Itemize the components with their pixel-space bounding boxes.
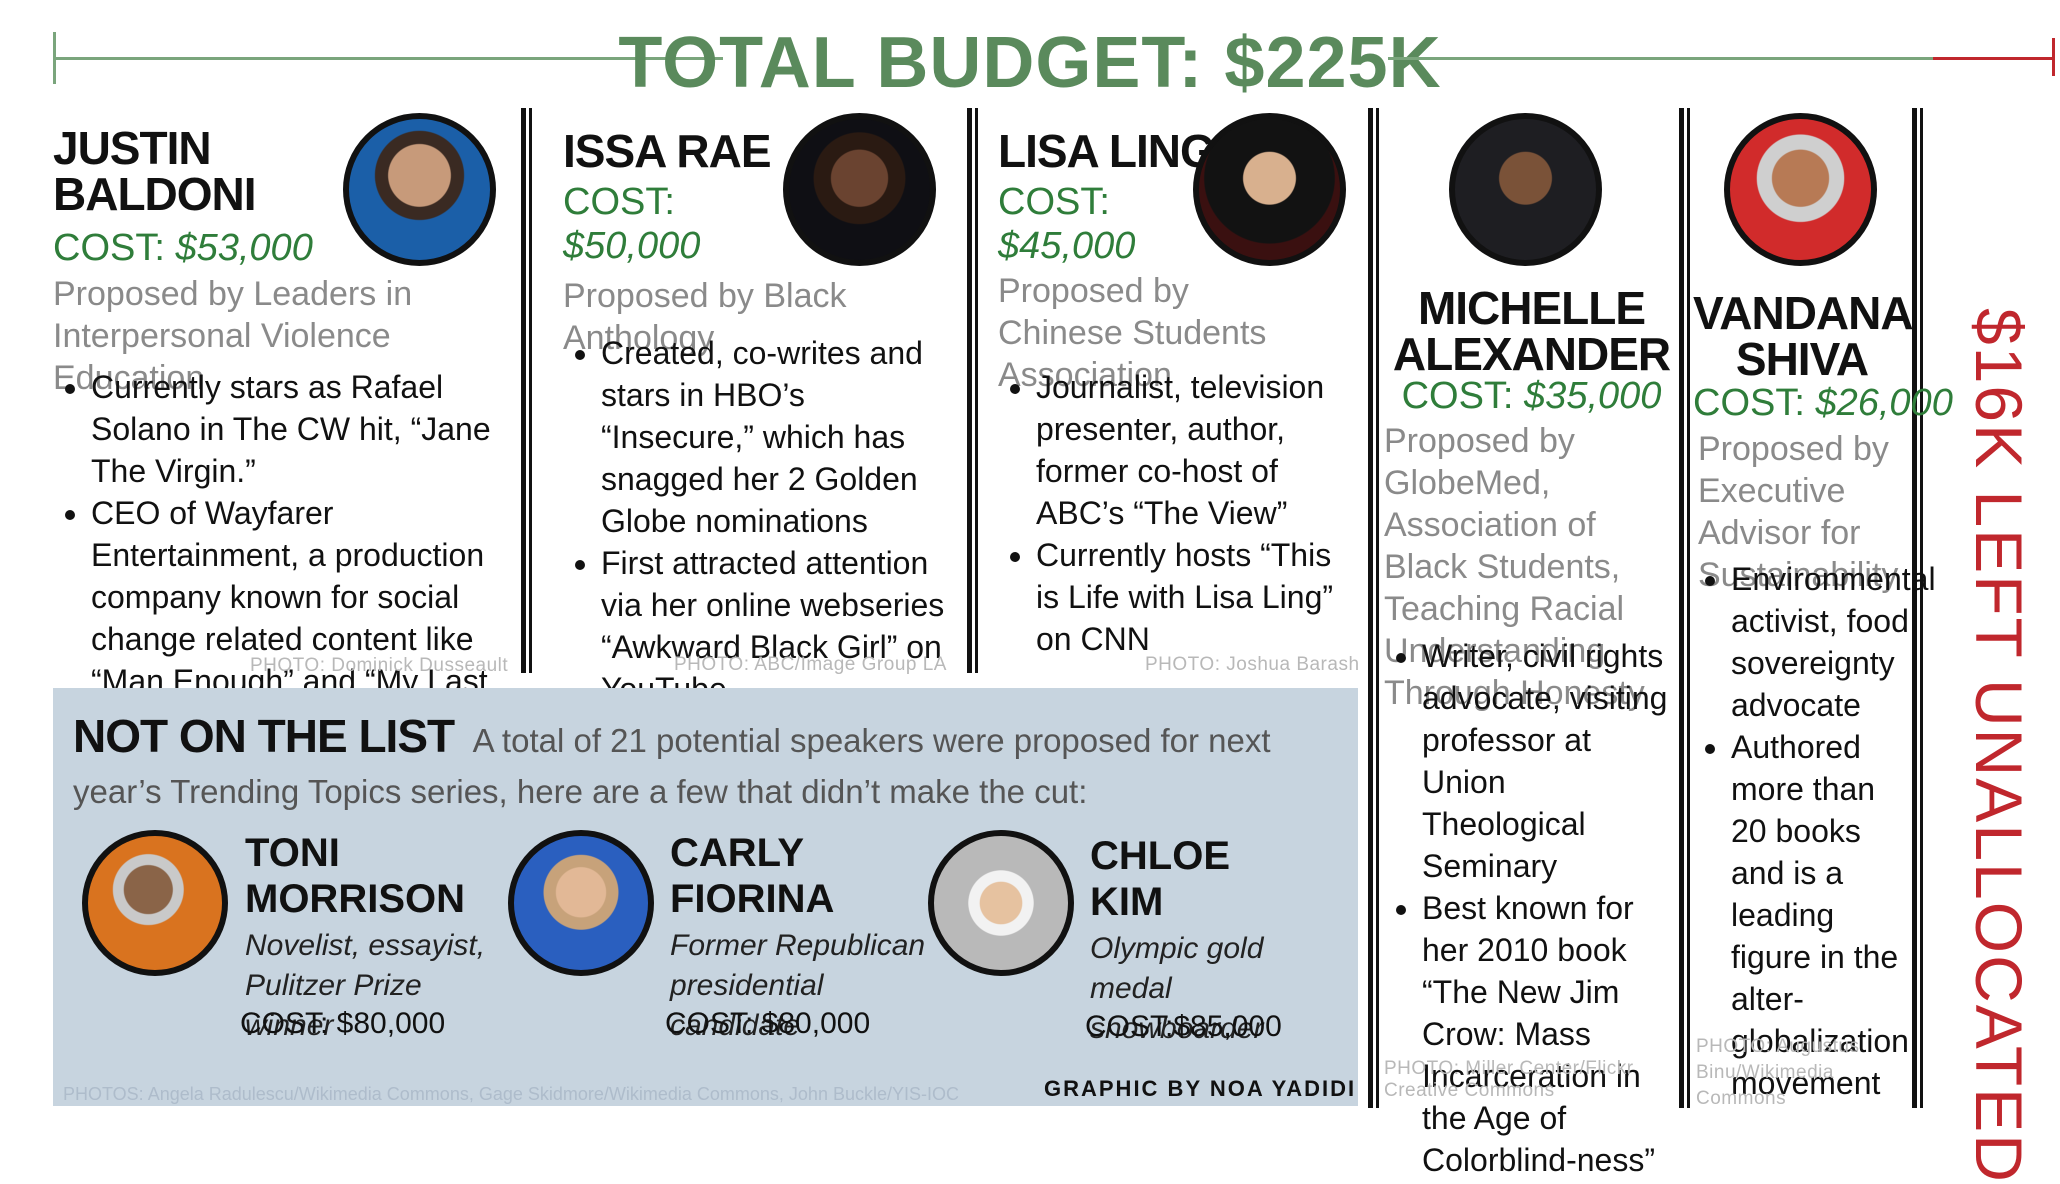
header-rule-left xyxy=(53,57,723,60)
photo-credit: PHOTO: Miller Center/Flickr Creative Com… xyxy=(1384,1058,1634,1101)
speaker-name-block: VANDANA SHIVA xyxy=(1693,287,1914,385)
person-description: Former Republican xyxy=(670,929,926,962)
not-on-list-person: TONI MORRISON Novelist, essayist, Pulitz… xyxy=(245,830,495,1046)
person-cost: COST:$85,000 xyxy=(1085,1010,1282,1043)
person-description: presidential candidate xyxy=(670,969,824,1042)
bullet-item: Environmental activist, food sovereignty… xyxy=(1731,558,1936,726)
person-name: FIORINA xyxy=(670,877,835,921)
speaker-name: ISSA RAE xyxy=(563,125,772,177)
photo-credit: PHOTO: Joshua Barash xyxy=(1145,654,1360,675)
photo-credit: PHOTO: Dominick Dusseault xyxy=(250,655,509,676)
speaker-name: MICHELLE xyxy=(1417,282,1646,334)
speaker-cost: COST: $26,000 xyxy=(1693,382,1953,424)
person-description: Olympic gold xyxy=(1090,932,1264,965)
divider-5b xyxy=(1920,108,1923,1108)
header-rule-right-red xyxy=(1933,57,2055,60)
person-name: MORRISON xyxy=(245,877,465,921)
speaker-bullets: Currently stars as Rafael Solano in The … xyxy=(53,366,515,744)
header-rule-left-cap xyxy=(53,32,56,84)
divider-2a xyxy=(967,108,972,673)
avatar-michelle-alexander xyxy=(1449,113,1602,266)
speaker-bullets: Environmental activist, food sovereignty… xyxy=(1693,558,1936,1104)
speaker-proposed-by: Proposed by Chinese Students Association xyxy=(998,272,1267,394)
person-name: CHLOE xyxy=(1090,834,1230,878)
avatar-vandana-shiva xyxy=(1724,113,1877,266)
panel-photo-credits: PHOTOS: Angela Radulescu/Wikimedia Commo… xyxy=(63,1084,959,1104)
speaker-name-block: MICHELLE ALEXANDER xyxy=(1384,285,1679,377)
divider-5a xyxy=(1912,108,1917,1108)
avatar-chloe-kim xyxy=(928,830,1074,976)
speaker-card-baldoni: JUSTIN BALDONI xyxy=(53,125,513,217)
speaker-cost: COST: $45,000 xyxy=(998,181,1136,267)
photo-credit: PHOTO: ABC/Image Group LA xyxy=(674,654,947,675)
divider-1a xyxy=(521,108,526,673)
header-rule-right-cap xyxy=(2052,38,2055,76)
divider-3a xyxy=(1368,108,1373,1108)
avatar-issa-rae xyxy=(783,113,936,266)
person-cost: COST: $80,000 xyxy=(240,1007,446,1040)
avatar-baldoni xyxy=(343,113,496,266)
bullet-item: Currently hosts “This is Life with Lisa … xyxy=(1036,534,1358,660)
divider-3b xyxy=(1376,108,1379,1108)
divider-2b xyxy=(975,108,978,673)
speaker-name: BALDONI xyxy=(53,168,257,220)
speaker-cost: COST: $50,000 xyxy=(563,181,701,267)
speaker-cost: COST: $53,000 xyxy=(53,227,313,269)
speaker-name: LISA LING xyxy=(998,125,1216,177)
not-on-list-header: NOT ON THE LIST A total of 21 potential … xyxy=(73,713,1343,821)
bullet-item: Writer, civil rights advocate, visiting … xyxy=(1422,635,1674,887)
person-description: medal snowboarder xyxy=(1090,972,1264,1045)
speaker-proposed-by: Proposed by Executive Advisor for Sustai… xyxy=(1698,430,1899,594)
bullet-item: First attracted attention via her online… xyxy=(601,542,963,710)
person-name: TONI xyxy=(245,831,340,875)
person-name: KIM xyxy=(1090,880,1164,924)
divider-4a xyxy=(1679,108,1684,1108)
speaker-proposed-by: Proposed by GlobeMed, Association of Bla… xyxy=(1384,422,1645,712)
avatar-carly-fiorina xyxy=(508,830,654,976)
not-on-list-panel xyxy=(53,688,1358,1106)
person-description: Pulitzer Prize winner xyxy=(245,969,422,1042)
person-name: CARLY xyxy=(670,831,805,875)
person-cost: COST: $80,000 xyxy=(665,1007,871,1040)
bullet-item: Created, co-writes and stars in HBO’s “I… xyxy=(601,332,963,542)
avatar-toni-morrison xyxy=(82,830,228,976)
not-on-list-title: NOT ON THE LIST xyxy=(73,710,455,762)
divider-1b xyxy=(529,108,532,673)
speaker-name: ALEXANDER xyxy=(1392,328,1671,380)
not-on-list-person: CARLY FIORINA Former Republican presiden… xyxy=(670,830,940,1046)
speaker-proposed-by: Proposed by Black Anthology xyxy=(563,277,847,357)
speaker-proposed-by: Proposed by Leaders in Interpersonal Vio… xyxy=(53,275,413,397)
speaker-name: SHIVA xyxy=(1735,333,1869,385)
header-rule-right xyxy=(1388,57,1933,60)
speaker-name: VANDANA xyxy=(1693,287,1914,339)
not-on-list-intro: A total of 21 potential speakers were pr… xyxy=(73,722,1271,810)
speaker-name: JUSTIN xyxy=(53,122,212,174)
photo-credit: PHOTO: Augustus Binu/Wikimedia Commons xyxy=(1696,1036,1860,1109)
avatar-lisa-ling xyxy=(1193,113,1346,266)
divider-4b xyxy=(1687,108,1690,1108)
bullet-item: Best known for her 2010 book “The New Ji… xyxy=(1422,887,1674,1181)
bullet-item: Journalist, television presenter, author… xyxy=(1036,366,1358,534)
page-title: TOTAL BUDGET: $225K xyxy=(618,23,1442,103)
bullet-item: CEO of Wayfarer Entertainment, a product… xyxy=(91,492,515,744)
bullet-item: Currently stars as Rafael Solano in The … xyxy=(91,366,515,492)
speaker-bullets: Journalist, television presenter, author… xyxy=(998,366,1358,660)
person-description: Novelist, essayist, xyxy=(245,929,486,962)
graphic-credit: GRAPHIC BY NOA YADIDI xyxy=(1044,1076,1357,1101)
bullet-item: Authored more than 20 books and is a lea… xyxy=(1731,726,1909,1104)
not-on-list-person: CHLOE KIM Olympic gold medal snowboarder xyxy=(1090,833,1350,1049)
speaker-cost: COST: $35,000 xyxy=(1401,375,1662,417)
unallocated-label: $16K LEFT UNALLOCATED xyxy=(1962,308,2036,1184)
